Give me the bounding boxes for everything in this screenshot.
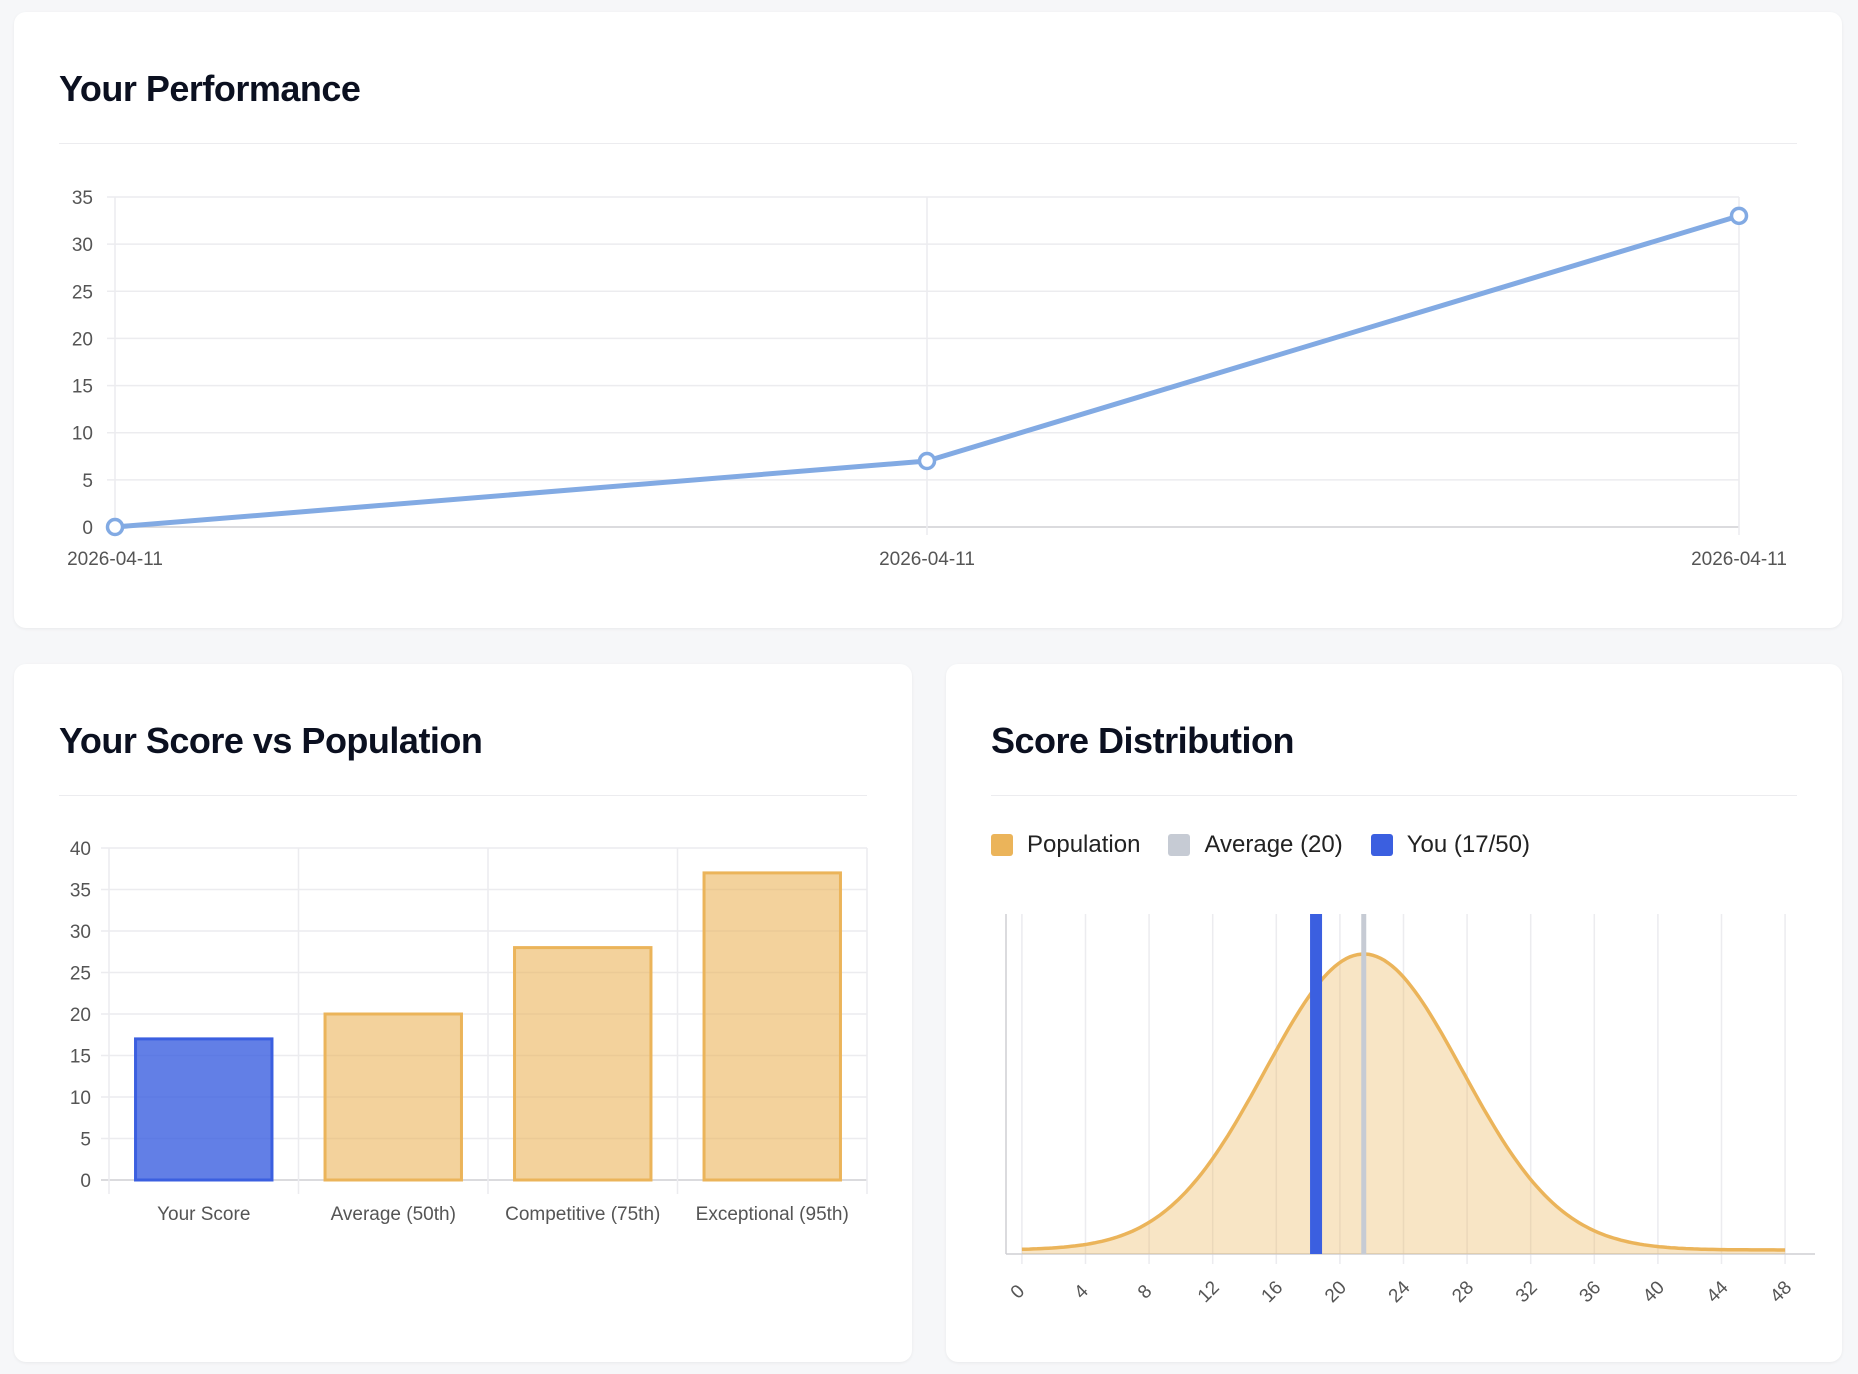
y-tick-label: 15 [72, 377, 93, 398]
bar [702, 871, 842, 1182]
x-tick-label: 2026-04-11 [67, 549, 163, 570]
x-tick-label: 48 [1766, 1277, 1796, 1307]
distribution-divider [991, 795, 1797, 796]
y-tick-label: 10 [72, 424, 93, 445]
y-tick-label: 35 [70, 881, 91, 902]
x-tick-label: 44 [1703, 1277, 1733, 1307]
x-tick-label: 24 [1385, 1277, 1415, 1307]
x-tick-label: 40 [1639, 1277, 1669, 1307]
performance-title: Your Performance [59, 68, 361, 109]
y-tick-label: 30 [72, 235, 93, 256]
y-tick-label: 25 [70, 964, 91, 985]
y-tick-label: 0 [80, 1171, 91, 1192]
bar [134, 1037, 274, 1182]
performance-data-point [105, 517, 125, 537]
comparison-divider [59, 795, 867, 796]
population-curve [1021, 952, 1786, 1252]
y-tick-label: 40 [70, 839, 91, 860]
you-swatch [1370, 834, 1393, 856]
x-tick-label: Your Score [157, 1204, 250, 1225]
performance-data-point [917, 451, 937, 471]
legend-item-population[interactable]: Population [991, 831, 1140, 859]
y-tick-label: 25 [72, 282, 93, 303]
y-tick-label: 35 [72, 188, 93, 209]
performance-data-point [1729, 206, 1749, 226]
x-tick-label: 0 [1007, 1281, 1029, 1303]
average-swatch [1168, 834, 1191, 856]
x-tick-label: 12 [1194, 1277, 1224, 1307]
performance-line-chart: 0 5 10 15 20 25 30 35 2026-04-11 2026-04-11 2026-0… [67, 188, 1787, 570]
y-tick-label: 30 [70, 922, 91, 943]
comparison-title: Your Score vs Population [59, 720, 483, 761]
x-tick-label: Average (50th) [331, 1204, 456, 1225]
y-tick-label: 20 [70, 1005, 91, 1026]
performance-card: Your Performance 0 5 10 15 20 25 30 35 2026-04-1… [14, 12, 1842, 628]
x-tick-label: 4 [1070, 1281, 1093, 1304]
x-tick-label: 16 [1258, 1277, 1288, 1307]
x-tick-label: 2026-04-11 [1691, 549, 1787, 570]
y-tick-label: 20 [72, 329, 93, 350]
legend-label-average: Average (20) [1204, 831, 1343, 858]
distribution-legend: Population Average (20) You (17/50) [991, 831, 1530, 859]
x-tick-label: 32 [1512, 1277, 1542, 1307]
distribution-title: Score Distribution [991, 720, 1295, 761]
x-tick-label: 20 [1321, 1277, 1351, 1307]
comparison-bar-chart: 0 5 10 15 20 25 30 35 40 Your Score Average (50th)… [70, 839, 868, 1225]
y-tick-label: 5 [80, 1130, 91, 1151]
y-tick-label: 5 [82, 471, 93, 492]
x-tick-label: 8 [1134, 1281, 1156, 1303]
legend-label-population: Population [1027, 831, 1141, 858]
comparison-card: Your Score vs Population 0 5 10 15 20 25 30 35 4… [14, 664, 912, 1362]
x-tick-label: Exceptional (95th) [696, 1204, 849, 1225]
y-tick-label: 10 [70, 1088, 91, 1109]
performance-divider [59, 143, 1797, 144]
distribution-area-chart: 0 4 8 12 16 20 24 28 32 36 40 44 48 [1005, 914, 1815, 1307]
legend-item-average[interactable]: Average (20) [1168, 831, 1343, 859]
y-tick-label: 0 [82, 518, 93, 539]
bar [323, 1012, 463, 1182]
y-tick-label: 15 [70, 1047, 91, 1068]
bar [513, 946, 653, 1182]
legend-item-you[interactable]: You (17/50) [1370, 831, 1530, 859]
x-tick-label: Competitive (75th) [505, 1204, 660, 1225]
legend-label-you: You (17/50) [1406, 831, 1530, 858]
x-tick-label: 28 [1448, 1277, 1478, 1307]
average-marker [1361, 914, 1367, 1254]
population-area [1021, 954, 1786, 1254]
you-marker [1310, 914, 1323, 1254]
x-tick-label: 36 [1576, 1277, 1606, 1307]
x-tick-label: 2026-04-11 [879, 549, 975, 570]
distribution-card: Score Distribution Population Average (2… [946, 664, 1842, 1362]
population-swatch [991, 834, 1013, 856]
